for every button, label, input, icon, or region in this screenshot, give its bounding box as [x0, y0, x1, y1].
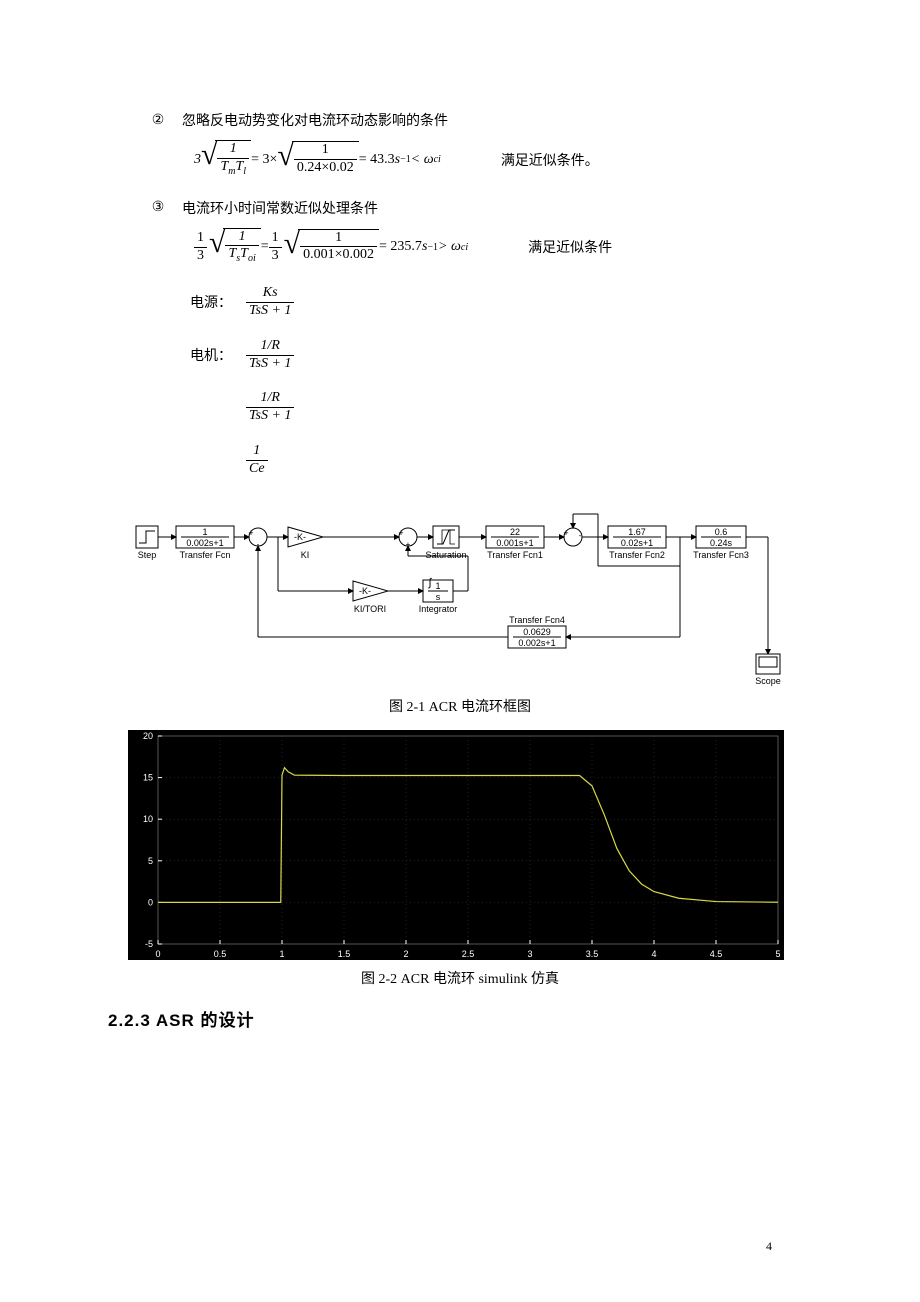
svg-text:1.5: 1.5 [338, 949, 351, 959]
transfer-function-list: 电源： KsTsS + 1 电机： 1/RTsS + 1 1/RTsS + 1 … [190, 285, 772, 477]
svg-text:+: + [248, 528, 253, 538]
condition-3: ③ 电流环小时间常数近似处理条件 [148, 198, 772, 218]
svg-text:KI/TORI: KI/TORI [354, 604, 386, 614]
svg-text:10: 10 [143, 814, 153, 824]
svg-text:0.002s+1: 0.002s+1 [186, 538, 223, 548]
condition-3-text: 电流环小时间常数近似处理条件 [182, 198, 378, 218]
svg-text:4: 4 [651, 949, 656, 959]
equation-2: 13 √ 1 TsToi = 13 √ 1 0.001×0.002 [194, 228, 772, 268]
svg-text:1: 1 [435, 581, 440, 591]
svg-text:Transfer Fcn: Transfer Fcn [180, 550, 231, 560]
svg-text:Scope: Scope [755, 676, 781, 686]
svg-text:20: 20 [143, 731, 153, 741]
page-number: 4 [766, 1239, 772, 1254]
svg-text:1.67: 1.67 [628, 527, 646, 537]
svg-text:KI: KI [301, 550, 310, 560]
svg-text:+: + [398, 528, 403, 538]
equation-1: 3 √ 1 TmTl = 3× √ 1 0.24×0.02 = [194, 140, 772, 180]
figure-2-2-caption: 图 2-2 ACR 电流环 simulink 仿真 [148, 968, 772, 988]
svg-text:0.002s+1: 0.002s+1 [518, 638, 555, 648]
svg-text:-K-: -K- [294, 532, 306, 542]
svg-text:-K-: -K- [359, 586, 371, 596]
svg-text:Step: Step [138, 550, 157, 560]
svg-text:Transfer Fcn3: Transfer Fcn3 [693, 550, 749, 560]
svg-text:0.5: 0.5 [214, 949, 227, 959]
eq2-satisfy: 满足近似条件 [528, 237, 612, 257]
marker-3: ③ [148, 199, 168, 216]
svg-text:Transfer Fcn2: Transfer Fcn2 [609, 550, 665, 560]
simulink-diagram: Step 1 0.002s+1 Transfer Fcn + - -K- KI … [128, 506, 788, 686]
svg-text:1: 1 [279, 949, 284, 959]
svg-text:22: 22 [510, 527, 520, 537]
svg-text:Transfer Fcn4: Transfer Fcn4 [509, 615, 565, 625]
svg-text:2: 2 [403, 949, 408, 959]
svg-text:Integrator: Integrator [419, 604, 458, 614]
svg-text:0.24s: 0.24s [710, 538, 733, 548]
svg-text:s: s [436, 592, 441, 602]
svg-text:-5: -5 [145, 939, 153, 949]
svg-text:0.0629: 0.0629 [523, 627, 551, 637]
svg-text:0: 0 [155, 949, 160, 959]
svg-text:5: 5 [775, 949, 780, 959]
section-heading: 2.2.3 ASR 的设计 [108, 1006, 772, 1031]
svg-text:1: 1 [202, 527, 207, 537]
svg-text:-: - [579, 531, 582, 540]
scope-plot: -50510152000.511.522.533.544.55 [128, 730, 784, 960]
svg-text:Saturation: Saturation [425, 550, 466, 560]
tf-label-power: 电源： [190, 292, 246, 312]
svg-text:0: 0 [148, 897, 153, 907]
figure-2-1-caption: 图 2-1 ACR 电流环框图 [148, 696, 772, 716]
condition-2-text: 忽略反电动势变化对电流环动态影响的条件 [182, 110, 448, 130]
svg-text:2.5: 2.5 [462, 949, 475, 959]
svg-text:0.02s+1: 0.02s+1 [621, 538, 653, 548]
eq1-satisfy: 满足近似条件。 [501, 150, 599, 170]
svg-text:Transfer Fcn1: Transfer Fcn1 [487, 550, 543, 560]
tf-label-motor: 电机： [190, 345, 246, 365]
svg-text:4.5: 4.5 [710, 949, 723, 959]
svg-text:3.5: 3.5 [586, 949, 599, 959]
condition-2: ② 忽略反电动势变化对电流环动态影响的条件 [148, 110, 772, 130]
svg-text:3: 3 [527, 949, 532, 959]
svg-text:5: 5 [148, 855, 153, 865]
svg-text:15: 15 [143, 772, 153, 782]
svg-text:+: + [563, 528, 568, 538]
svg-text:0.6: 0.6 [715, 527, 728, 537]
marker-2: ② [148, 112, 168, 129]
svg-text:0.001s+1: 0.001s+1 [496, 538, 533, 548]
